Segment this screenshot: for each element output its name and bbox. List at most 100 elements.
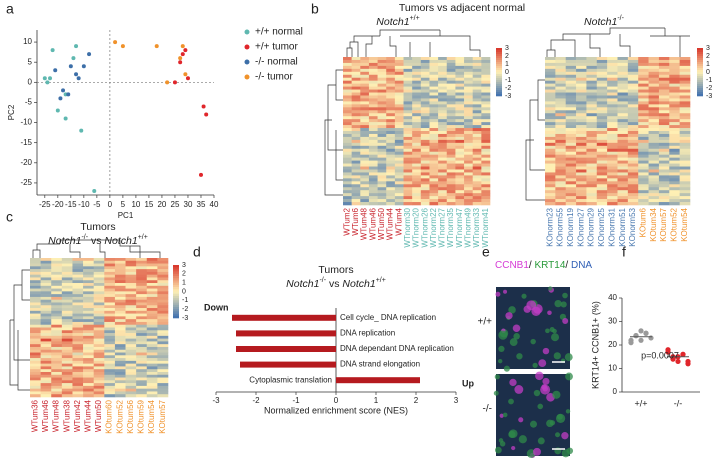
heatmap-cell [136,321,148,326]
heatmap-cell [93,296,105,300]
heatmap-cell [351,131,361,135]
point [79,128,84,133]
heatmap-cell [114,327,126,331]
heatmap-cell [93,302,105,306]
heatmap-cell [669,128,680,132]
heatmap-cell [351,190,361,194]
heatmap-cell [412,95,422,99]
heatmap-cell [343,104,352,108]
heatmap-cell [586,116,598,120]
heatmap-cell [412,175,422,179]
heatmap-cell [104,380,116,384]
column-label: KOtum57 [158,399,167,433]
heatmap-cell [30,280,41,284]
heatmap-cell [61,327,73,331]
heatmap-cell [455,175,465,179]
heatmap-cell [93,360,105,364]
heatmap-cell [669,77,680,81]
heatmap-cell [394,163,404,167]
colorbar-tick-label: 1 [505,61,509,68]
heatmap-cell [83,316,94,320]
heatmap-cell [104,371,116,376]
heatmap-cell [446,187,456,191]
heatmap-cell [420,77,430,81]
heatmap-cell [412,136,422,141]
heatmap-cell [377,166,387,170]
x-tick-label: -2 [252,396,260,405]
heatmap-cell [343,62,352,67]
column-label: WTnorm20 [412,207,421,247]
heatmap-cell [93,266,105,270]
heatmap-cell [565,190,577,194]
heatmap-cell [386,98,396,102]
heatmap-cell [627,163,639,167]
heatmap-cell [343,190,352,194]
heatmap-cell [438,68,448,73]
heatmap-cell [545,125,556,129]
heatmap-cell [72,374,84,378]
heatmap-cell [464,202,474,206]
heatmap-cell [617,68,629,73]
heatmap-cell [394,202,404,206]
heatmap-cell [157,288,169,292]
point [680,351,686,357]
cell [538,359,547,368]
heatmap-cell [93,335,105,339]
heatmap-cell [464,77,474,81]
heatmap-cell [679,181,691,185]
heatmap-cell [83,352,94,356]
heatmap-cell [658,128,670,132]
heatmap-cell [545,122,556,126]
point [685,358,691,365]
column-label: KOtum52 [670,207,679,241]
cell [530,420,538,428]
heatmap-cell [412,74,422,79]
heatmap-cell [638,65,649,70]
heatmap-cell [669,116,680,120]
row-dendrogram [324,69,343,196]
heatmap-cell [555,157,567,161]
heatmap-cell [648,89,660,93]
heatmap-cell [627,184,639,188]
heatmap-cell [420,133,430,138]
heatmap-cell [30,291,41,295]
heatmap-cell [555,119,567,123]
heatmap-cell [394,110,404,114]
heatmap-cell [455,172,465,176]
heatmap-cell [429,86,439,90]
heatmap-cell [412,65,422,70]
heatmap-cell [669,187,680,191]
heatmap-cell [607,92,618,96]
heatmap-cell [146,327,158,331]
heatmap-cell [351,98,361,102]
heatmap-cell [555,113,567,117]
heatmap-cell [351,172,361,176]
heatmap-cell [157,344,169,348]
heatmap-cell [565,71,577,76]
heatmap-cell [638,80,649,84]
cell [498,330,508,340]
heatmap-cell [669,136,680,141]
heatmap-cell [596,190,608,194]
heatmap-cell [136,271,148,275]
heatmap-cell [446,172,456,176]
heatmap-cell [412,199,422,203]
heatmap-cell [72,305,84,309]
heatmap-cell [648,193,660,197]
heatmap-cell [446,145,456,150]
heatmap-cell [607,101,618,105]
heatmap-cell [72,380,84,384]
heatmap-cell [104,355,116,359]
heatmap-cell [412,196,422,200]
heatmap-cell [93,277,105,281]
heatmap-cell [669,131,680,135]
heatmap-cell [114,369,126,373]
heatmap-cell [83,258,94,262]
heatmap-cell [51,263,63,267]
text-part: +/+ [376,277,386,284]
heatmap-cell [412,101,422,105]
heatmap-cell [40,296,52,300]
column-label: KOnorm29 [587,207,596,246]
heatmap-cell [412,202,422,206]
heatmap-cell [658,71,670,76]
